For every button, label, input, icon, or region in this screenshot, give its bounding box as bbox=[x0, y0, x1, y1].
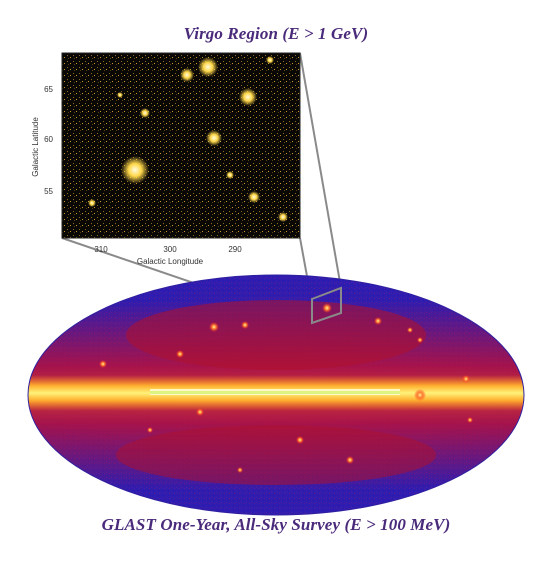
inset-ylabel: Galactic Latitude bbox=[31, 117, 40, 177]
gamma-ray-source bbox=[226, 171, 234, 179]
inset-title: Virgo Region (E > 1 GeV) bbox=[183, 24, 369, 43]
allsky-title: GLAST One-Year, All-Sky Survey (E > 100 … bbox=[101, 515, 451, 534]
gamma-ray-source bbox=[180, 68, 194, 82]
gamma-ray-source bbox=[248, 191, 260, 203]
inset-xtick: 310 bbox=[94, 245, 108, 254]
inset-ytick: 65 bbox=[44, 85, 53, 94]
gamma-ray-source bbox=[198, 57, 218, 77]
gamma-ray-source bbox=[266, 56, 274, 64]
gamma-ray-source bbox=[206, 130, 222, 146]
gamma-ray-source bbox=[140, 108, 150, 118]
inset-xtick: 290 bbox=[228, 245, 242, 254]
gamma-ray-source bbox=[121, 156, 149, 184]
gamma-ray-source bbox=[88, 199, 96, 207]
gamma-ray-source bbox=[239, 88, 257, 106]
gamma-ray-source bbox=[278, 212, 288, 222]
inset-ytick: 55 bbox=[44, 187, 53, 196]
inset-ytick: 60 bbox=[44, 135, 53, 144]
inset-xtick: 300 bbox=[163, 245, 177, 254]
gamma-ray-source bbox=[117, 92, 123, 98]
inset-image bbox=[61, 52, 301, 239]
inset-xlabel: Galactic Longitude bbox=[137, 257, 204, 266]
